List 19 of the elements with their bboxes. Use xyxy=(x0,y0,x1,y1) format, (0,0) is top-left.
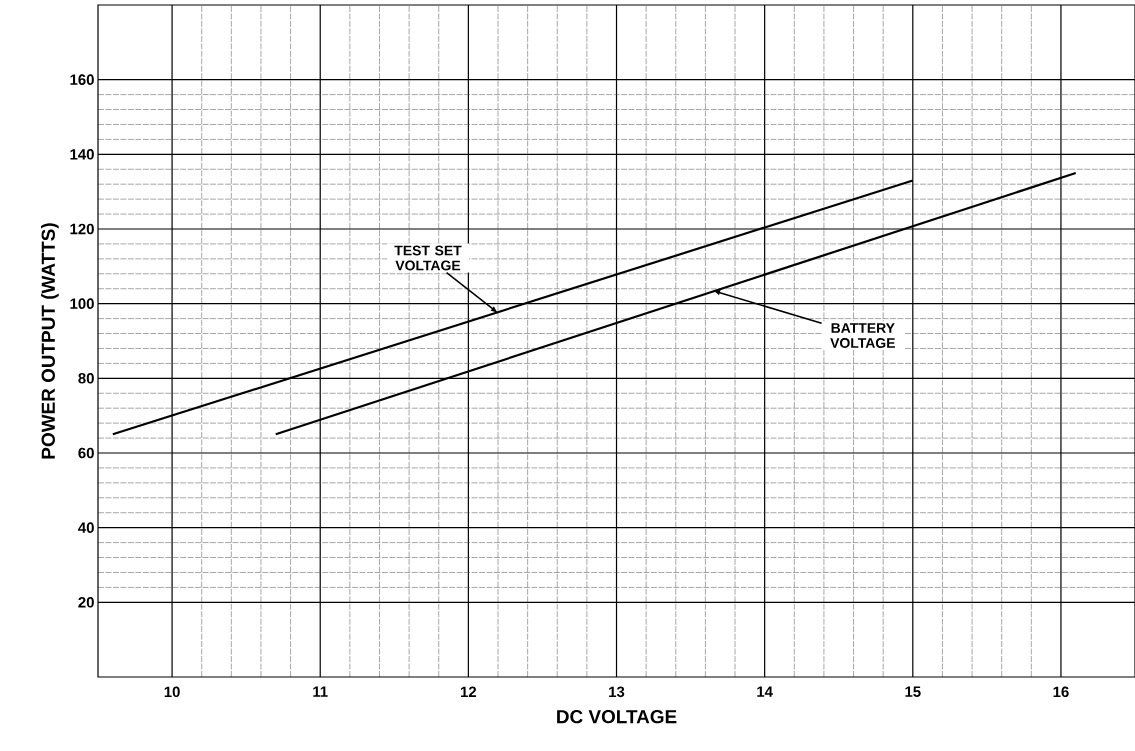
x-tick-label: 15 xyxy=(905,686,921,697)
x-tick-label: 14 xyxy=(757,686,773,697)
x-tick-label: 11 xyxy=(313,686,328,697)
y-tick-label: 80 xyxy=(78,373,94,384)
y-tick-label: 140 xyxy=(70,149,94,160)
y-tick-label: 160 xyxy=(70,74,94,85)
x-tick-label: 13 xyxy=(609,686,625,698)
y-axis-title: POWER OUTPUT (WATTS) xyxy=(41,223,59,459)
y-tick-label: 20 xyxy=(78,597,94,608)
x-axis-title: DC VOLTAGE xyxy=(557,709,677,724)
y-tick-label: 100 xyxy=(70,298,94,309)
annotation: TEST SET VOLTAGE xyxy=(394,245,462,271)
x-tick-label: 12 xyxy=(460,686,477,697)
y-tick-label: 60 xyxy=(78,447,94,459)
x-tick-label: 10 xyxy=(164,686,180,698)
annotation: BATTERY VOLTAGE xyxy=(830,323,895,348)
y-tick-label: 120 xyxy=(70,223,94,235)
y-tick-label: 40 xyxy=(78,522,94,533)
x-tick-label: 16 xyxy=(1053,686,1069,698)
